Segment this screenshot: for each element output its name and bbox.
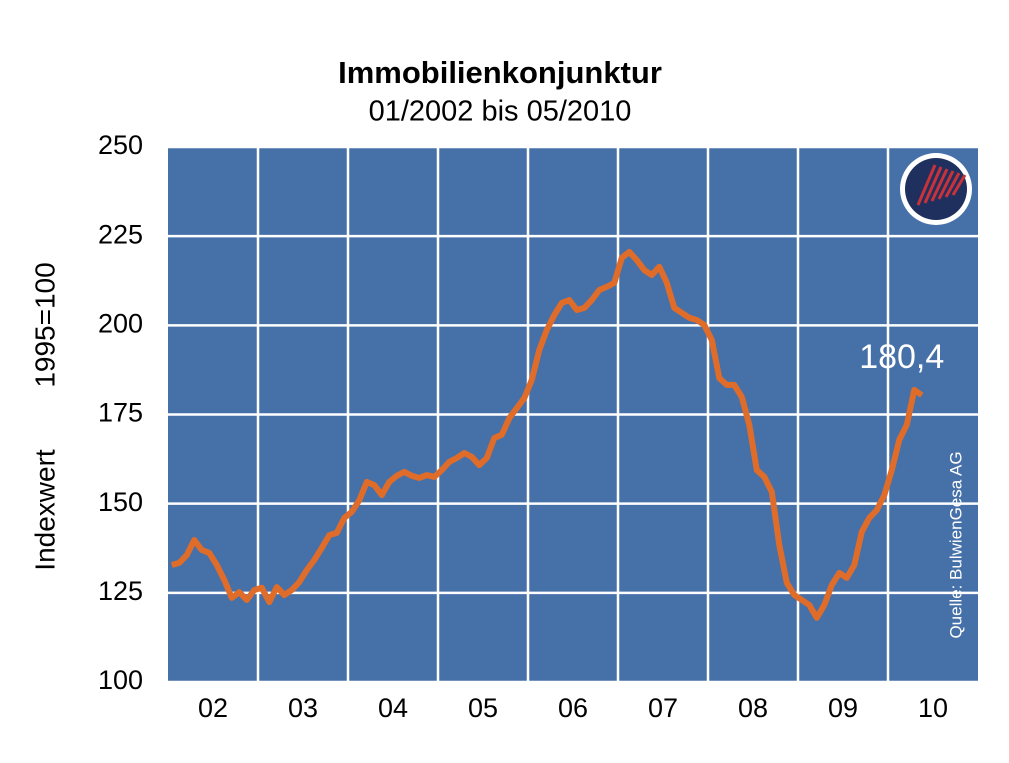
logo-stripe — [930, 168, 949, 202]
data-line — [170, 248, 924, 621]
logo-stripe — [937, 170, 955, 200]
source-note: Quelle: BulwienGesa AG — [946, 451, 965, 638]
x-tick-label: 07 — [648, 693, 678, 723]
x-tick-label: 02 — [198, 693, 228, 723]
x-tick-label: 09 — [828, 693, 858, 723]
chart-title: Immobilienkonjunktur — [338, 55, 662, 90]
x-tick-label: 04 — [378, 693, 408, 723]
logo-stripe — [923, 166, 943, 204]
logo-stripe — [916, 164, 937, 206]
y-axis-unit: 1995=100 — [29, 262, 60, 387]
logo-stripe — [951, 174, 967, 196]
logo — [900, 153, 972, 225]
y-tick-label: 175 — [98, 398, 143, 428]
x-tick-label: 08 — [738, 693, 768, 723]
logo-stripe — [944, 172, 961, 198]
x-tick-label: 10 — [918, 693, 948, 723]
data-label: 180,4 — [859, 338, 944, 376]
x-tick-label: 05 — [468, 693, 498, 723]
y-tick-label: 125 — [98, 576, 143, 606]
y-axis-label: Indexwert — [29, 449, 60, 571]
y-tick-label: 150 — [98, 487, 143, 517]
y-tick-label: 225 — [98, 219, 143, 249]
y-tick-label: 100 — [98, 665, 143, 695]
y-tick-label: 250 — [98, 130, 143, 160]
y-tick-label: 200 — [98, 308, 143, 338]
x-tick-label: 06 — [558, 693, 588, 723]
chart-subtitle: 01/2002 bis 05/2010 — [369, 96, 632, 128]
x-tick-label: 03 — [288, 693, 318, 723]
